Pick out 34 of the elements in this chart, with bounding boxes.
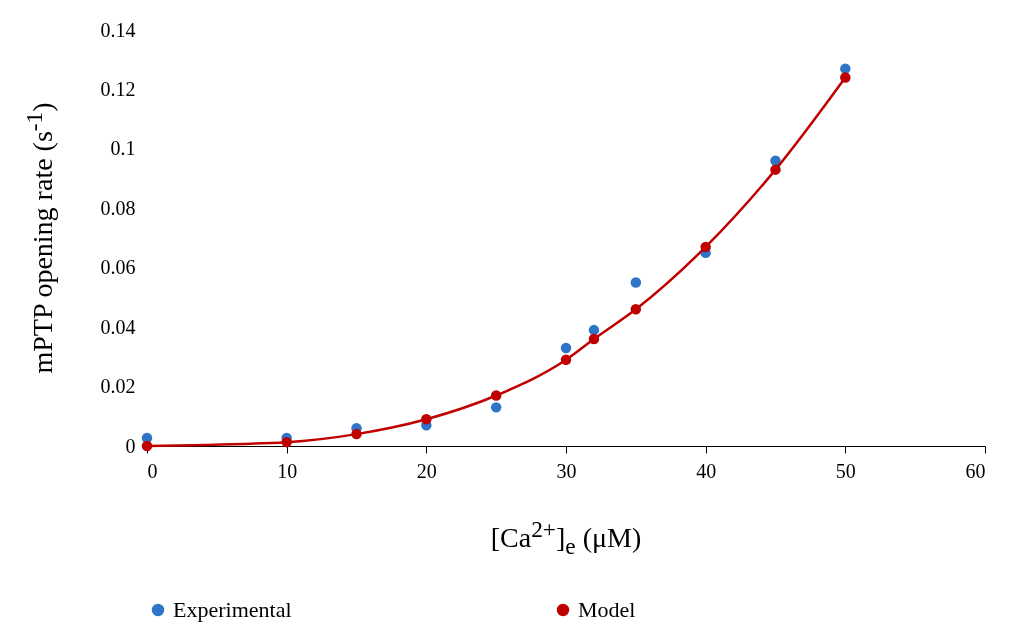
y-tick-label: 0.02	[100, 375, 136, 398]
legend-label: Model	[578, 597, 636, 622]
point	[351, 428, 362, 440]
y-tick-label: 0.12	[100, 77, 136, 100]
point	[490, 402, 502, 413]
point	[770, 164, 781, 175]
point	[588, 324, 600, 336]
point	[700, 241, 711, 253]
legend-label: Experimental	[173, 597, 292, 622]
x-tick-label: 60	[965, 459, 986, 482]
point	[840, 63, 851, 74]
point	[490, 390, 502, 401]
x-tick-label: 30	[556, 459, 577, 482]
point	[560, 354, 572, 366]
y-tick-label: 0.06	[100, 256, 136, 279]
point	[630, 304, 642, 315]
point	[560, 342, 572, 354]
x-tick-label: 40	[696, 459, 717, 482]
y-tick-label: 0.04	[100, 315, 136, 338]
y-tick-label: 0.14	[100, 18, 136, 41]
point	[281, 436, 292, 448]
x-tick-label: 20	[416, 459, 437, 482]
x-axis-title: [Ca$^{2+}$]$_{e}$ (μM)	[490, 516, 642, 560]
y-tick-label: 0.1	[110, 137, 136, 160]
point	[770, 155, 781, 166]
y-tick-label: 0.08	[100, 196, 136, 219]
y-tick-label: 0	[125, 434, 136, 457]
x-tick-label: 50	[835, 459, 856, 482]
point	[630, 277, 642, 288]
x-tick-label: 10	[277, 459, 298, 482]
point	[840, 72, 851, 83]
point	[588, 333, 600, 345]
point	[421, 414, 432, 425]
x-tick-label: 0	[147, 459, 158, 482]
